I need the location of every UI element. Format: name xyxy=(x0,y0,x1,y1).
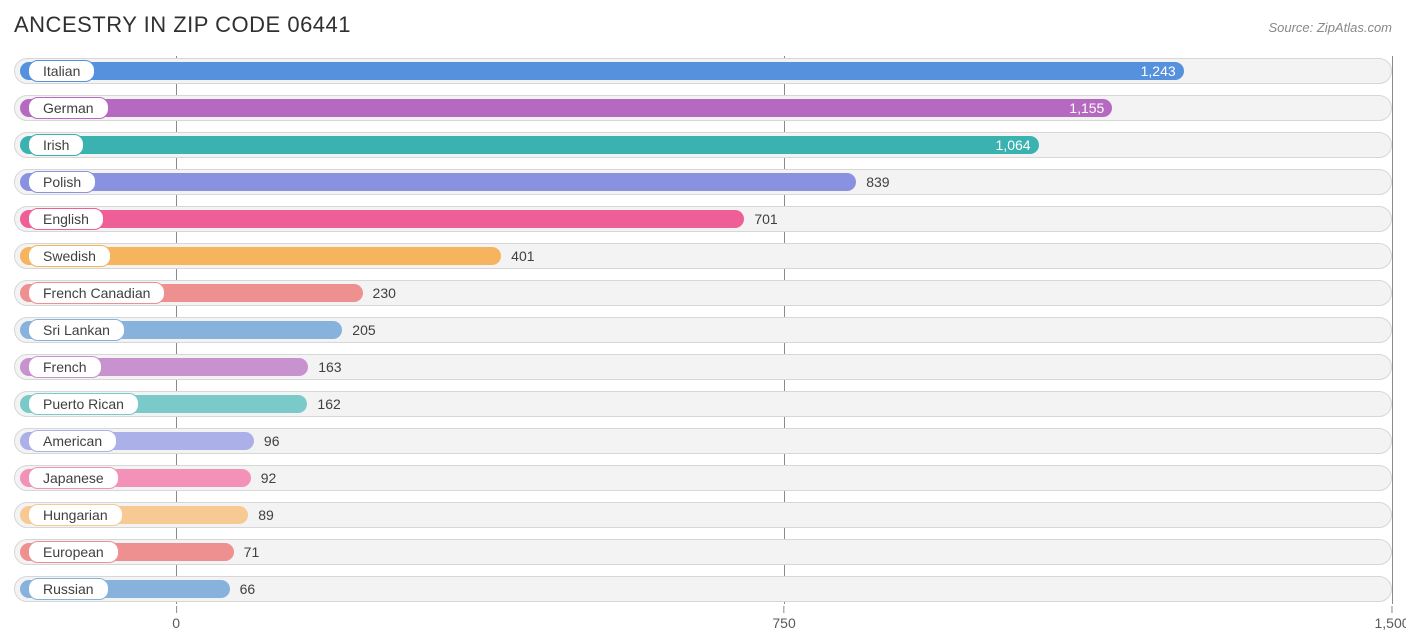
category-label: English xyxy=(28,208,104,230)
category-label: Hungarian xyxy=(28,504,123,526)
bar xyxy=(20,210,744,228)
category-label: Sri Lankan xyxy=(28,319,125,341)
tick-label: 0 xyxy=(172,615,180,631)
bar xyxy=(20,136,1039,154)
bar-row: Polish 839 xyxy=(14,167,1392,197)
x-axis: 07501,500 xyxy=(14,606,1392,634)
category-label: Japanese xyxy=(28,467,119,489)
bar xyxy=(20,173,856,191)
value-label: 230 xyxy=(373,285,396,301)
bar-row: Swedish 401 xyxy=(14,241,1392,271)
gridline xyxy=(1392,56,1393,604)
bar-row: Russian 66 xyxy=(14,574,1392,604)
value-label: 839 xyxy=(866,174,889,190)
category-label: German xyxy=(28,97,109,119)
tick-mark xyxy=(1391,606,1392,613)
category-label: Irish xyxy=(28,134,84,156)
x-tick: 1,500 xyxy=(1374,606,1406,631)
category-label: French Canadian xyxy=(28,282,165,304)
value-label: 1,155 xyxy=(1069,100,1104,116)
bar-row: French 163 xyxy=(14,352,1392,382)
x-tick: 750 xyxy=(772,606,795,631)
bar xyxy=(20,99,1112,117)
bar-row: Puerto Rican 162 xyxy=(14,389,1392,419)
category-label: European xyxy=(28,541,119,563)
bar-row: American 96 xyxy=(14,426,1392,456)
bar-row: Irish 1,064 xyxy=(14,130,1392,160)
value-label: 205 xyxy=(352,322,375,338)
value-label: 71 xyxy=(244,544,260,560)
value-label: 89 xyxy=(258,507,274,523)
chart-source: Source: ZipAtlas.com xyxy=(1268,20,1392,35)
bar-row: English 701 xyxy=(14,204,1392,234)
category-label: Swedish xyxy=(28,245,111,267)
chart-header: ANCESTRY IN ZIP CODE 06441 Source: ZipAt… xyxy=(14,12,1392,38)
bar-row: German 1,155 xyxy=(14,93,1392,123)
category-label: French xyxy=(28,356,102,378)
bar-row: European 71 xyxy=(14,537,1392,567)
bar-row: Italian 1,243 xyxy=(14,56,1392,86)
tick-label: 750 xyxy=(772,615,795,631)
tick-mark xyxy=(176,606,177,613)
bar-rows: Italian 1,243 German 1,155 Irish 1,064 Polish 8… xyxy=(14,56,1392,604)
bar xyxy=(20,62,1184,80)
category-label: American xyxy=(28,430,117,452)
category-label: Polish xyxy=(28,171,96,193)
value-label: 66 xyxy=(240,581,256,597)
category-label: Italian xyxy=(28,60,95,82)
tick-label: 1,500 xyxy=(1374,615,1406,631)
value-label: 1,064 xyxy=(996,137,1031,153)
value-label: 96 xyxy=(264,433,280,449)
bar-row: Sri Lankan 205 xyxy=(14,315,1392,345)
bar-row: Japanese 92 xyxy=(14,463,1392,493)
chart-title: ANCESTRY IN ZIP CODE 06441 xyxy=(14,12,351,38)
category-label: Russian xyxy=(28,578,109,600)
value-label: 92 xyxy=(261,470,277,486)
value-label: 163 xyxy=(318,359,341,375)
tick-mark xyxy=(784,606,785,613)
value-label: 701 xyxy=(754,211,777,227)
bar-row: Hungarian 89 xyxy=(14,500,1392,530)
bar-row: French Canadian 230 xyxy=(14,278,1392,308)
x-tick: 0 xyxy=(172,606,180,631)
chart-area: Italian 1,243 German 1,155 Irish 1,064 Polish 8… xyxy=(14,56,1392,634)
value-label: 401 xyxy=(511,248,534,264)
value-label: 162 xyxy=(317,396,340,412)
category-label: Puerto Rican xyxy=(28,393,139,415)
value-label: 1,243 xyxy=(1141,63,1176,79)
